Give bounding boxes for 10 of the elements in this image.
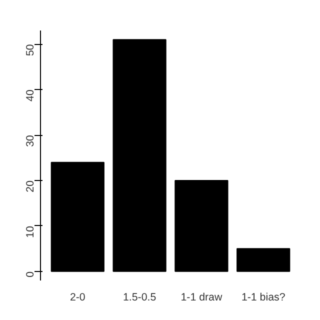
x-tick-label: 1-1 bias?	[241, 292, 286, 304]
x-tick-label: 1-1 draw	[180, 292, 222, 304]
y-tick-label: 0	[24, 271, 36, 278]
y-tick-label: 40	[24, 90, 36, 102]
y-tick-label: 30	[24, 134, 36, 147]
x-tick-label: 2-0	[70, 292, 86, 304]
y-tick-label: 50	[24, 44, 36, 56]
x-tick-label: 1.5-0.5	[122, 292, 156, 304]
y-tick-label: 10	[24, 226, 36, 238]
y-tick-label: 20	[24, 180, 36, 192]
